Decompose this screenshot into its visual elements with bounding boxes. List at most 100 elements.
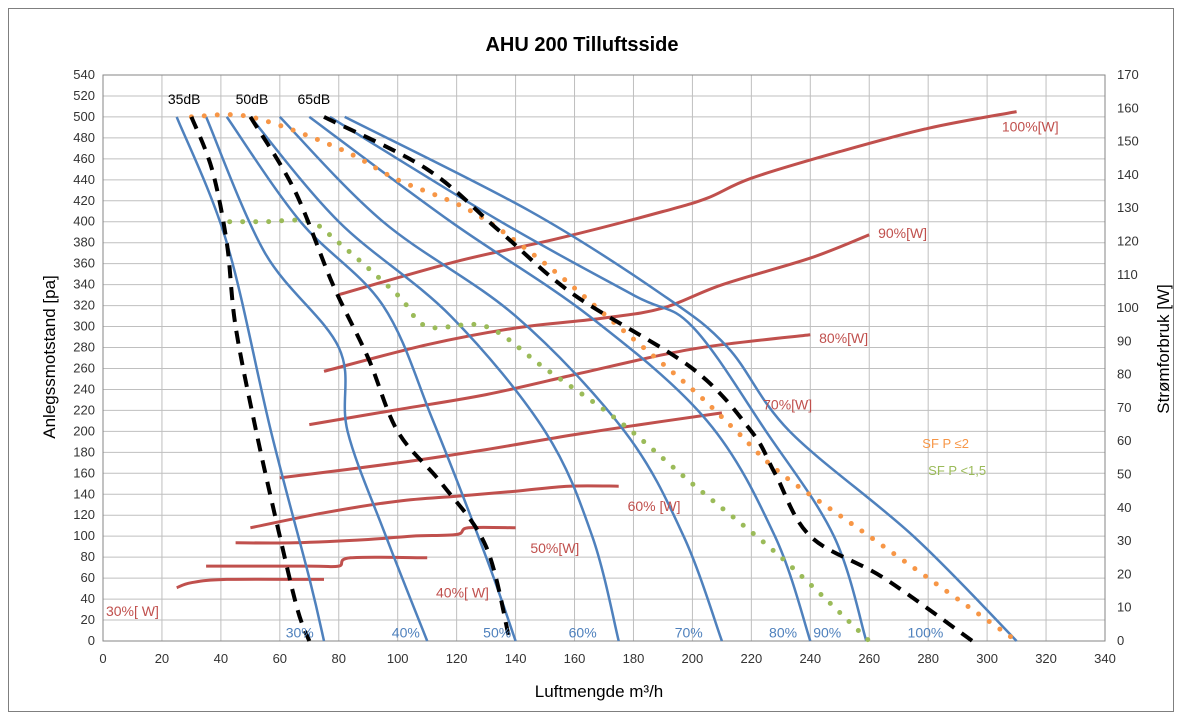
- fan-curve-line: [225, 116, 517, 642]
- x-tick-label: 100: [387, 651, 409, 666]
- power-curve-line: [323, 233, 870, 373]
- fan-curve-label: 80%: [769, 625, 797, 641]
- chart-frame: AHU 200 Tilluftsside 0 20 40 60 80 100 120 140 1…: [8, 8, 1174, 712]
- power-curve-label: 80%[W]: [819, 330, 868, 346]
- noise-curve-label: 35dB: [168, 91, 201, 107]
- x-tick-label: 40: [214, 651, 228, 666]
- y-tick-label: 400: [73, 214, 95, 229]
- x-tick-label: 340: [1094, 651, 1116, 666]
- y2-tick-label: 110: [1117, 267, 1138, 282]
- y-tick-label: 500: [73, 109, 95, 124]
- fan-curve-label: 70%: [675, 625, 703, 641]
- y-tick-label: 80: [81, 549, 95, 564]
- sfp-curve-label: SF P ≤2: [922, 436, 969, 451]
- sfp-curve-label: SF P <1,5: [928, 463, 986, 478]
- x-tick-label: 140: [505, 651, 527, 666]
- y2-tick-label: 170: [1117, 67, 1139, 82]
- fan-curve-label: 60%: [569, 625, 597, 641]
- y-tick-label: 60: [81, 570, 95, 585]
- fan-curve-line: [278, 116, 724, 642]
- x-tick-label: 60: [273, 651, 287, 666]
- x-tick-label: 220: [741, 651, 763, 666]
- y-tick-label: 240: [73, 381, 95, 396]
- y-tick-label: 260: [73, 360, 95, 375]
- power-curve-label: 40%[ W]: [436, 585, 489, 601]
- fan-curve-line: [329, 115, 868, 642]
- y-tick-label: 480: [73, 130, 95, 145]
- y-tick-label: 520: [73, 88, 95, 103]
- power-curve-line: [176, 577, 325, 590]
- noise-curve-line: [248, 115, 512, 642]
- y-tick-label: 140: [73, 486, 95, 501]
- power-curve-line: [206, 555, 428, 569]
- fan-curves: [175, 115, 1018, 642]
- y2-tick-label: 130: [1117, 200, 1139, 215]
- power-curve-line: [309, 333, 811, 427]
- x-tick-labels: 0 20 40 60 80 100 120 140 160 180 200 220 240 260 280 3…: [99, 651, 1115, 666]
- noise-curve-line: [189, 116, 312, 642]
- y2-tick-labels: 0 10 20 30 40 50 60 70 80 90 100 110 120 130 140 150 160…: [1117, 67, 1139, 648]
- y2-tick-label: 20: [1117, 566, 1131, 581]
- y-tick-label: 380: [73, 235, 95, 250]
- x-tick-label: 200: [682, 651, 704, 666]
- y2-tick-label: 90: [1117, 333, 1131, 348]
- noise-curves: [189, 115, 974, 643]
- x-axis-title: Luftmengde m³/h: [535, 682, 664, 701]
- y2-tick-label: 150: [1117, 134, 1139, 149]
- y-tick-label: 440: [73, 172, 95, 187]
- x-tick-label: 0: [99, 651, 106, 666]
- noise-curve-label: 65dB: [298, 91, 331, 107]
- sfp-curve-line: [188, 112, 1020, 644]
- fan-curve-label: 50%: [483, 625, 511, 641]
- y2-tick-label: 100: [1117, 300, 1139, 315]
- chart: AHU 200 Tilluftsside 0 20 40 60 80 100 120 140 1…: [40, 34, 1173, 701]
- x-tick-label: 260: [858, 651, 880, 666]
- fan-curve-line: [344, 115, 1018, 642]
- power-curve-label: 60% [W]: [628, 498, 681, 514]
- x-tick-label: 240: [799, 651, 821, 666]
- y2-tick-label: 10: [1117, 600, 1131, 615]
- y-tick-label: 120: [73, 507, 95, 522]
- grid: [102, 74, 1106, 642]
- x-tick-label: 120: [446, 651, 468, 666]
- chart-title: AHU 200 Tilluftsside: [485, 34, 678, 56]
- fan-curve-label: 90%: [813, 625, 841, 641]
- power-curve-line: [250, 484, 619, 530]
- y-tick-label: 340: [73, 277, 95, 292]
- y-tick-label: 420: [73, 193, 95, 208]
- power-curve-line: [235, 525, 516, 545]
- y-tick-label: 200: [73, 423, 95, 438]
- power-curve-line: [279, 411, 723, 480]
- x-tick-label: 80: [332, 651, 346, 666]
- power-curves: [176, 110, 1017, 590]
- y-tick-label: 360: [73, 256, 95, 271]
- x-tick-label: 160: [564, 651, 586, 666]
- power-curve-label: 70%[W]: [763, 397, 812, 413]
- x-tick-label: 20: [155, 651, 169, 666]
- y-tick-label: 220: [73, 402, 95, 417]
- y2-tick-label: 120: [1117, 233, 1139, 248]
- y-tick-label: 0: [88, 633, 95, 648]
- y-tick-label: 100: [73, 528, 95, 543]
- y2-tick-label: 140: [1117, 167, 1139, 182]
- y-tick-labels: 0 20 40 60 80 100 120 140 160 180 200 220 240 260 280 3…: [73, 67, 95, 648]
- y-tick-label: 20: [81, 612, 95, 627]
- x-tick-label: 280: [917, 651, 939, 666]
- y2-tick-label: 50: [1117, 467, 1131, 482]
- y-tick-label: 540: [73, 67, 95, 82]
- x-tick-label: 300: [976, 651, 998, 666]
- y2-tick-label: 40: [1117, 500, 1131, 515]
- noise-curve-line: [323, 115, 974, 643]
- fan-curve-label: 30%: [286, 625, 314, 641]
- y-tick-label: 180: [73, 444, 95, 459]
- y-tick-label: 460: [73, 151, 95, 166]
- y2-tick-label: 30: [1117, 533, 1131, 548]
- power-curve-label: 100%[W]: [1002, 119, 1059, 135]
- curve-labels: 30%[ W] 40%[ W] 50%[W] 60% [W] 70%[W] 80%[W] 9…: [106, 91, 1059, 641]
- power-curve-line: [338, 110, 1017, 297]
- y2-axis-title: Strømforbruk [W]: [1154, 284, 1173, 413]
- x-tick-label: 180: [623, 651, 645, 666]
- fan-curve-line: [204, 116, 429, 642]
- y-tick-label: 40: [81, 591, 95, 606]
- sfp-curves: [188, 112, 1020, 644]
